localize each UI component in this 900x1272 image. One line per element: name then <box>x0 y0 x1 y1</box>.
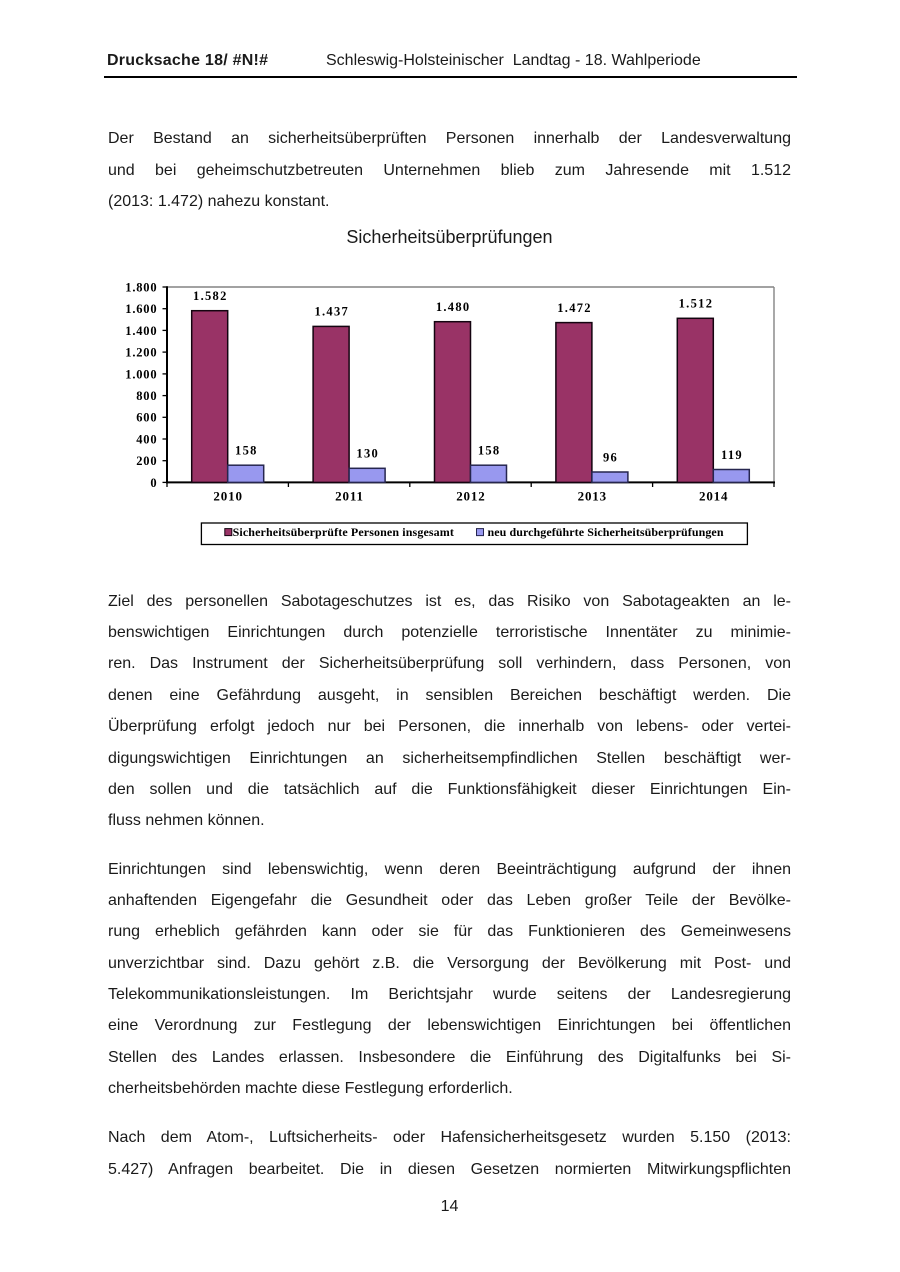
svg-text:1.472: 1.472 <box>557 301 592 315</box>
svg-text:1.480: 1.480 <box>436 300 471 314</box>
svg-text:2011: 2011 <box>335 489 364 504</box>
svg-text:1.437: 1.437 <box>314 305 349 319</box>
svg-text:119: 119 <box>721 448 743 462</box>
svg-text:600: 600 <box>136 411 157 425</box>
svg-text:0: 0 <box>150 476 157 490</box>
svg-text:400: 400 <box>136 432 157 446</box>
svg-text:1.600: 1.600 <box>125 302 157 316</box>
svg-text:800: 800 <box>136 389 157 403</box>
svg-text:158: 158 <box>235 443 258 457</box>
svg-text:200: 200 <box>136 454 157 468</box>
svg-text:1.512: 1.512 <box>679 297 714 311</box>
svg-text:2013: 2013 <box>578 489 607 504</box>
svg-text:1.582: 1.582 <box>193 289 228 303</box>
svg-text:2012: 2012 <box>456 489 485 504</box>
svg-text:neu durchgeführte Sicherheitsü: neu durchgeführte Sicherheitsüberprüfung… <box>488 525 724 539</box>
svg-text:1.000: 1.000 <box>125 367 157 381</box>
svg-text:1.800: 1.800 <box>125 280 157 294</box>
svg-text:158: 158 <box>478 443 501 457</box>
svg-text:Sicherheitsüberprüfte Personen: Sicherheitsüberprüfte Personen insgesamt <box>233 525 454 539</box>
svg-text:1.400: 1.400 <box>125 324 157 338</box>
svg-text:1.200: 1.200 <box>125 346 157 360</box>
svg-text:96: 96 <box>603 450 618 464</box>
svg-text:2014: 2014 <box>699 489 728 504</box>
svg-text:2010: 2010 <box>213 489 242 504</box>
svg-text:130: 130 <box>356 447 379 461</box>
